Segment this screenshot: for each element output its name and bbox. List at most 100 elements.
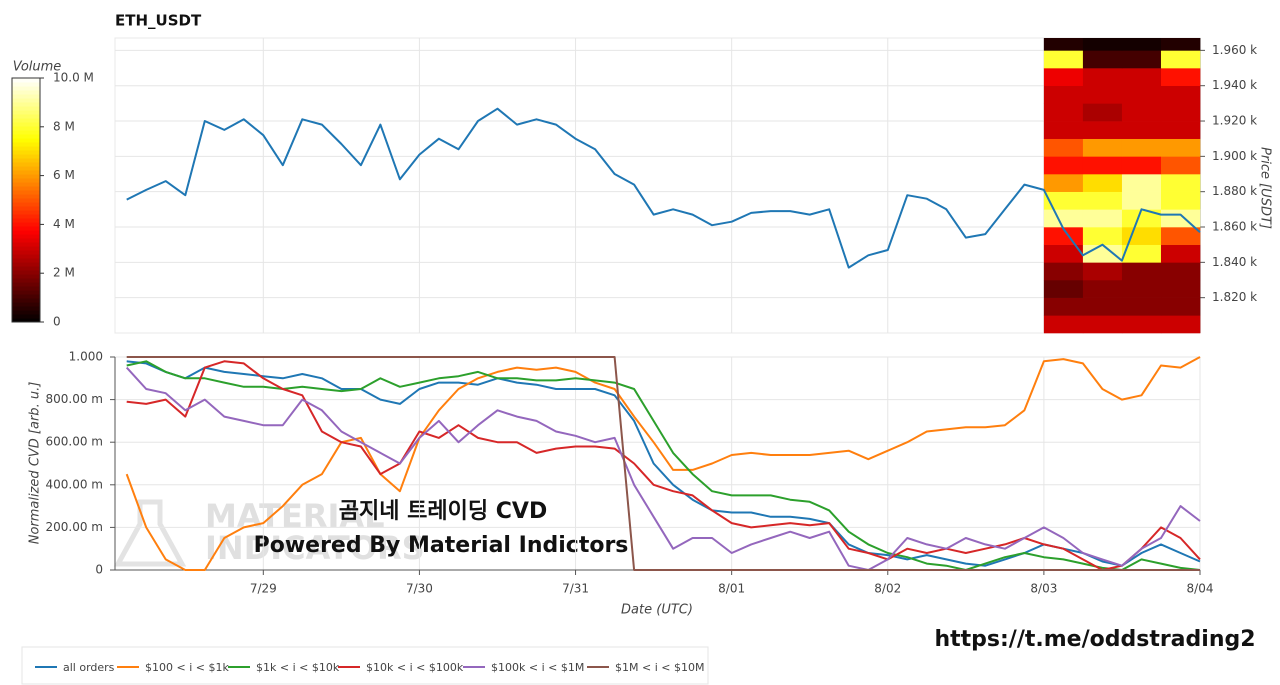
heatmap-cell (1082, 50, 1123, 69)
colorbar-band (12, 94, 40, 99)
heatmap-cell (1121, 209, 1162, 228)
x-tick-label: 8/02 (874, 582, 901, 596)
heatmap-cell (1160, 244, 1201, 263)
legend-box (21, 646, 709, 685)
colorbar-band (12, 78, 40, 83)
colorbar-band (12, 318, 40, 323)
heatmap-cell (1121, 227, 1162, 245)
colorbar-band (12, 302, 40, 307)
heatmap-cell (1082, 103, 1123, 122)
heatmap-cell (1121, 68, 1162, 86)
colorbar-band (12, 262, 40, 267)
heatmap-cell (1082, 227, 1123, 245)
colorbar-band (12, 138, 40, 143)
annotation: 곰지네 트레이딩 CVD (339, 499, 547, 524)
line (126, 107, 1201, 269)
heatmap-cell (1160, 174, 1201, 192)
heatmap-cell (1043, 50, 1084, 69)
colorbar-band (12, 206, 40, 211)
heatmap-cell (1160, 138, 1201, 157)
heatmap-cell (1043, 103, 1084, 122)
colorbar-band (12, 122, 40, 127)
colorbar-band (12, 250, 40, 255)
y-tick-label: 1.000 (69, 350, 103, 364)
plot-area (114, 37, 1201, 334)
heatmap-cell (1082, 174, 1123, 192)
heatmap-cell (1160, 121, 1201, 139)
colorbar-band (12, 274, 40, 279)
y-tick-label: 1.880 k (1212, 184, 1257, 198)
heatmap-cell (1160, 68, 1201, 86)
colorbar-band (12, 110, 40, 115)
colorbar-frame (11, 77, 41, 323)
colorbar-band (12, 118, 40, 123)
colorbar-band (12, 130, 40, 135)
colorbar-band (12, 126, 40, 131)
colorbar-band (12, 142, 40, 147)
colorbar-band (12, 166, 40, 171)
colorbar-band (12, 278, 40, 283)
x-tick-label: 8/01 (718, 582, 745, 596)
y-tick-label: 1.960 k (1212, 43, 1257, 57)
colorbar-band (12, 194, 40, 199)
heatmap-cell (1043, 315, 1084, 334)
colorbar-band (12, 218, 40, 223)
heatmap-cell (1121, 262, 1162, 281)
legend-label: $10k < i < $100k (366, 661, 464, 674)
colorbar-band (12, 286, 40, 291)
colorbar-band (12, 202, 40, 207)
colorbar-band (12, 86, 40, 91)
heatmap-cell (1043, 85, 1084, 104)
watermark-icon (113, 499, 187, 567)
colorbar-band (12, 190, 40, 195)
colorbar-band (12, 174, 40, 179)
line (125, 366, 1201, 571)
heatmap-cell (1160, 227, 1201, 245)
colorbar-band (12, 270, 40, 275)
colorbar-band (12, 90, 40, 95)
colorbar-band (12, 150, 40, 155)
colorbar-band (12, 178, 40, 183)
heatmap-cell (1043, 280, 1084, 298)
colorbar-band (12, 170, 40, 175)
legend-label: $1k < i < $10k (256, 661, 340, 674)
annotation: Powered By Material Indictors (254, 533, 629, 558)
heatmap-cell (1082, 191, 1123, 210)
heatmap-cell (1043, 68, 1084, 86)
colorbar-band (12, 114, 40, 119)
heatmap-cell (1082, 244, 1123, 263)
heatmap-cell (1043, 38, 1084, 51)
colorbar-tick-label: 8 M (53, 119, 75, 133)
colorbar-band (12, 106, 40, 111)
x-tick-label: 7/30 (406, 582, 433, 596)
heatmap-cell (1082, 209, 1123, 228)
heatmap-cell (1121, 244, 1162, 263)
heatmap-cell (1082, 68, 1123, 86)
colorbar-band (12, 226, 40, 231)
heatmap-cell (1043, 262, 1084, 281)
heatmap-cell (1082, 280, 1123, 298)
colorbar-tick-label: 4 M (53, 217, 75, 231)
watermark: MATERIAL INDICATORS (113, 497, 425, 567)
y-tick-label: 1.940 k (1212, 78, 1257, 92)
y-tick-label: 1.860 k (1212, 220, 1257, 234)
credit-link: https://t.me/oddstrading2 (934, 627, 1255, 652)
x-tick-label: 7/29 (250, 582, 277, 596)
colorbar-band (12, 242, 40, 247)
heatmap-cell (1121, 138, 1162, 157)
heatmap-cell (1121, 85, 1162, 104)
heatmap-cell (1043, 191, 1084, 210)
y-tick-label: 1.920 k (1212, 114, 1257, 128)
heatmap-cell (1160, 38, 1201, 51)
heatmap-cell (1043, 156, 1084, 175)
colorbar-band (12, 134, 40, 139)
watermark-text: MATERIAL (205, 497, 385, 535)
line (125, 356, 1201, 571)
heatmap-cell (1082, 138, 1123, 157)
legend-label: all orders (63, 661, 115, 674)
heatmap-cell (1121, 121, 1162, 139)
y-tick-label: 1.820 k (1212, 290, 1257, 304)
heatmap-cell (1082, 297, 1123, 316)
heatmap-cell (1121, 191, 1162, 210)
colorbar-band (12, 282, 40, 287)
